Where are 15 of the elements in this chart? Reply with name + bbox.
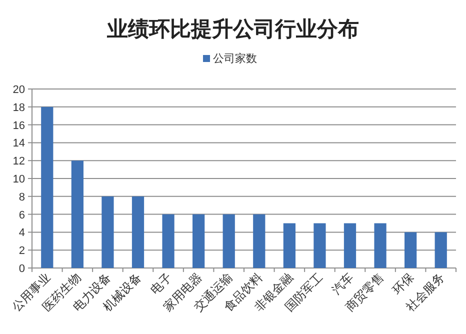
y-tick-label: 14: [12, 138, 25, 150]
y-tick-label: 20: [12, 84, 25, 96]
y-tick-label: 8: [18, 191, 25, 204]
y-tick-label: 12: [12, 156, 25, 168]
x-tick-label: 环保: [390, 270, 417, 298]
chart-title: 业绩环比提升公司行业分布: [106, 17, 359, 41]
y-tick-label: 16: [12, 120, 25, 132]
y-tick-label: 4: [18, 227, 25, 240]
y-tick-label: 0: [18, 263, 25, 275]
y-tick-label: 18: [12, 102, 25, 114]
legend-label: 公司家数: [213, 52, 257, 65]
y-tick-label: 2: [18, 245, 25, 258]
y-tick-label: 10: [12, 174, 25, 186]
legend: 公司家数: [203, 53, 257, 65]
y-tick-label: 6: [18, 209, 25, 222]
